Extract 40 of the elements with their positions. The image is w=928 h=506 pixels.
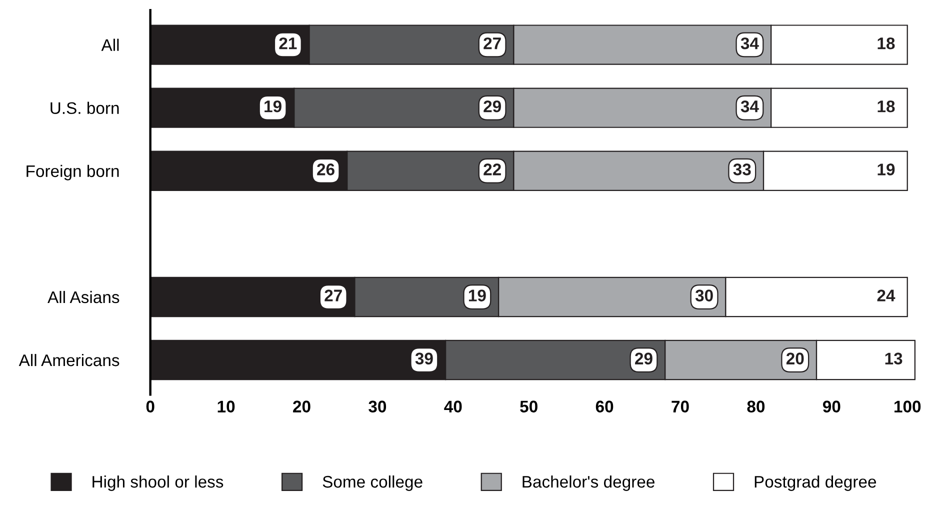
data-label: 27 (324, 290, 342, 302)
y-tick-label: U.S. born (50, 102, 119, 114)
x-tick-label: 20 (293, 400, 310, 412)
data-label: 13 (885, 352, 902, 365)
data-label: 20 (786, 352, 804, 364)
x-tick-label: 0 (146, 400, 154, 412)
data-label: 18 (878, 37, 895, 50)
y-tick-label: All (101, 38, 119, 51)
data-label: 30 (695, 290, 713, 302)
x-tick-label: 70 (672, 400, 689, 412)
legend-label: Some college (322, 475, 422, 491)
data-label: 19 (878, 164, 895, 176)
x-tick-label: 100 (894, 400, 921, 412)
legend-label: High shool or less (92, 475, 224, 491)
x-tick-label: 40 (444, 400, 462, 412)
x-tick-label: 10 (218, 400, 235, 412)
x-tick-label: 80 (747, 400, 765, 412)
data-label: 24 (877, 290, 896, 302)
x-tick-label: 50 (520, 400, 538, 412)
data-label: 22 (484, 164, 501, 176)
data-label: 21 (279, 37, 297, 50)
data-label: 29 (484, 100, 501, 112)
data-label: 26 (317, 164, 334, 176)
x-tick-label: 60 (596, 400, 614, 412)
y-tick-label: Foreign born (26, 164, 119, 180)
legend-label: Postgrad degree (754, 475, 876, 491)
data-label: 27 (484, 37, 501, 50)
data-label: 39 (415, 352, 433, 365)
data-label: 18 (878, 100, 895, 112)
data-label: 29 (635, 352, 652, 364)
y-tick-label: All Americans (18, 354, 120, 366)
x-tick-label: 90 (822, 400, 840, 412)
data-label: 19 (264, 100, 282, 112)
data-label: 34 (740, 37, 759, 50)
y-tick-label: All Asians (48, 290, 120, 304)
data-label: 33 (733, 164, 751, 176)
data-label: 34 (740, 100, 759, 112)
x-tick-label: 30 (368, 400, 386, 412)
data-label: 19 (468, 290, 486, 302)
legend-label: Bachelor's degree (522, 475, 654, 491)
